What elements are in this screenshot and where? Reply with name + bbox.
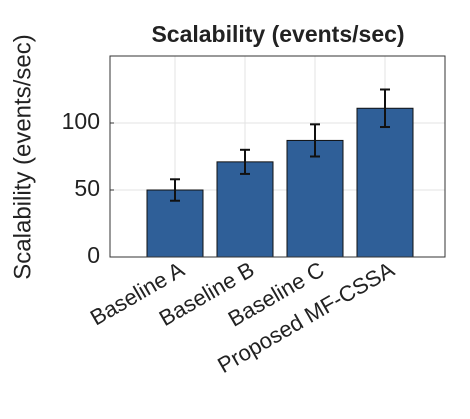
bar — [216, 161, 274, 258]
bar — [356, 107, 414, 258]
y-tick-label: 50 — [74, 175, 100, 201]
chart-title: Scalability (events/sec) — [151, 21, 404, 47]
y-tick-label: 100 — [62, 108, 100, 134]
y-tick-label: 0 — [87, 242, 100, 268]
marks — [146, 88, 414, 258]
error-bar — [170, 178, 180, 202]
y-axis-label: Scalability (events/sec) — [9, 34, 36, 279]
error-bar — [380, 88, 390, 129]
error-bar — [240, 148, 250, 175]
bar — [286, 139, 344, 258]
error-bar — [310, 123, 320, 158]
plot-frame — [109, 55, 446, 258]
